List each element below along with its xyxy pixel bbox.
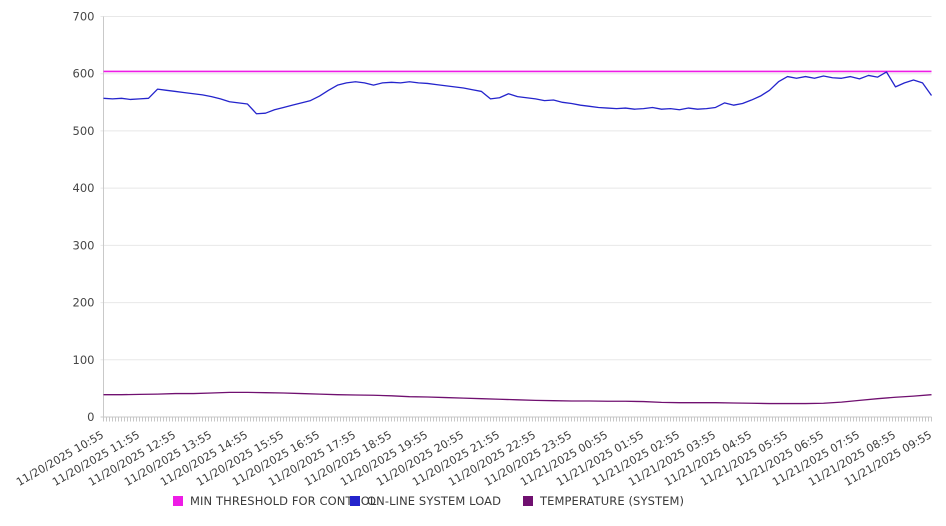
y-axis-label: 700	[73, 10, 95, 24]
y-axis-label: 0	[87, 410, 94, 424]
legend-label-online-system-load: ON-LINE SYSTEM LOAD	[367, 494, 502, 508]
legend-item-online-system-load[interactable]: ON-LINE SYSTEM LOAD	[350, 494, 523, 508]
y-axis-label: 300	[73, 238, 95, 252]
series-line-2	[103, 391, 932, 405]
y-axis-label: 500	[73, 124, 95, 138]
y-axis-label: 200	[73, 296, 95, 310]
temperature-system-swatch	[523, 496, 533, 506]
y-axis-label: 400	[73, 181, 95, 195]
y-axis-label: 600	[73, 67, 95, 81]
online-system-load-swatch	[350, 496, 360, 506]
legend-item-temperature-system[interactable]: TEMPERATURE (SYSTEM)	[523, 494, 684, 508]
chart-legend: MIN THRESHOLD FOR CONTROL ON-LINE SYSTEM…	[173, 494, 684, 508]
y-axis-label: 100	[73, 353, 95, 367]
series-line-1	[103, 71, 933, 115]
legend-label-min-threshold: MIN THRESHOLD FOR CONTROL	[190, 494, 377, 508]
min-threshold-swatch	[173, 496, 183, 506]
legend-item-min-threshold[interactable]: MIN THRESHOLD FOR CONTROL	[173, 494, 376, 508]
legend-label-temperature-system: TEMPERATURE (SYSTEM)	[540, 494, 685, 508]
